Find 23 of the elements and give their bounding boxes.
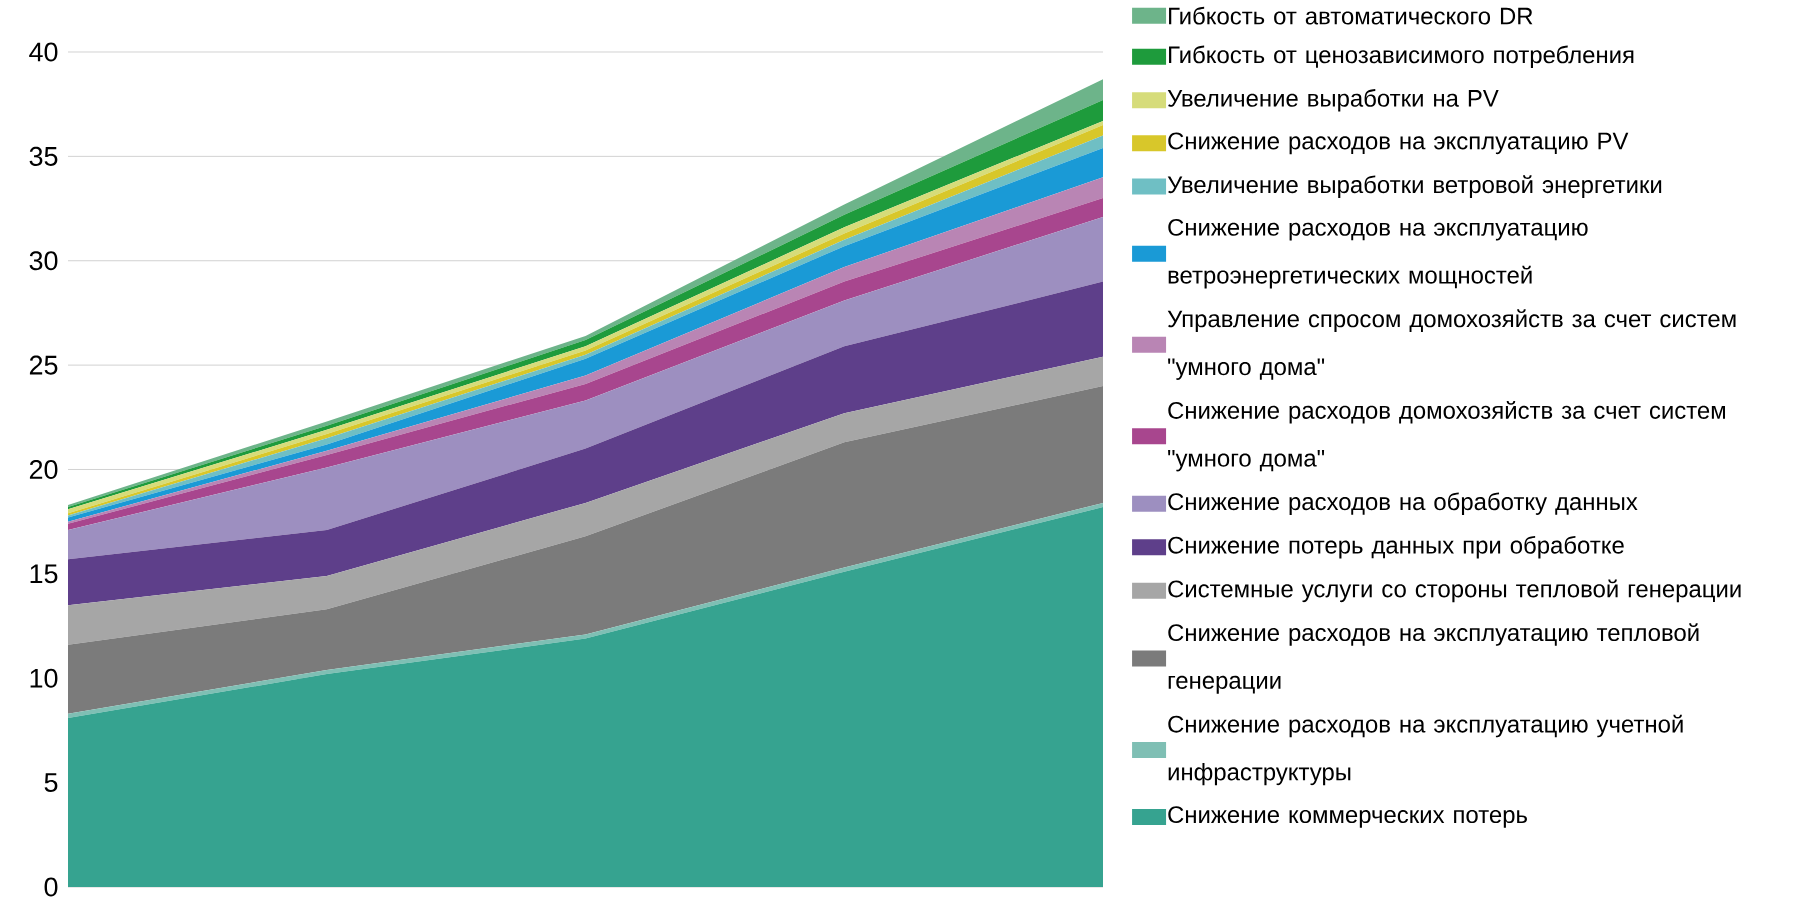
legend-label: Гибкость от ценозависимого потребления <box>1169 45 1634 69</box>
legend-label: Снижение расходов домохозяйств за счет систем "умного дома" <box>1168 400 1726 472</box>
legend-label: Снижение расходов на эксплуатацию PV <box>1168 132 1629 155</box>
y-tick-label: 30 <box>29 251 58 271</box>
legend-label: Снижение расходов на обработку данных <box>1168 492 1638 515</box>
y-tick-label: 10 <box>30 668 58 688</box>
legend-label: Управление спросом домохозяйств за счет систем "умного дома" <box>1167 309 1736 380</box>
legend-label: Системные услуги со стороны тепловой генерации <box>1168 579 1741 603</box>
y-tick-label: 40 <box>29 42 58 62</box>
y-tick-label: 35 <box>29 146 58 166</box>
y-tick-label: 20 <box>29 459 58 480</box>
text: Снижение расходов на эксплуатацию тепловой генерации <box>1168 623 1699 694</box>
y-tick-label: 0 <box>44 877 58 897</box>
legend-label: Снижение расходов на эксплуатацию ветроэнергетических мощностей <box>1168 218 1588 289</box>
legend-label: Увеличение выработки ветровой энергетики <box>1167 175 1662 198</box>
legend-label: Снижение расходов на эксплуатацию учетной инфраструктуры <box>1168 714 1683 786</box>
legend-label: Снижение потерь данных при обработке <box>1168 535 1624 559</box>
y-tick-label: 15 <box>30 564 58 584</box>
legend-label: Увеличение выработки на PV <box>1167 89 1499 112</box>
y-tick-label: 25 <box>29 355 58 375</box>
legend-label: Гибкость от автоматического DR <box>1169 6 1533 25</box>
legend-label: Снижение коммерческих потерь <box>1168 806 1527 828</box>
y-tick-label: 5 <box>44 773 58 793</box>
